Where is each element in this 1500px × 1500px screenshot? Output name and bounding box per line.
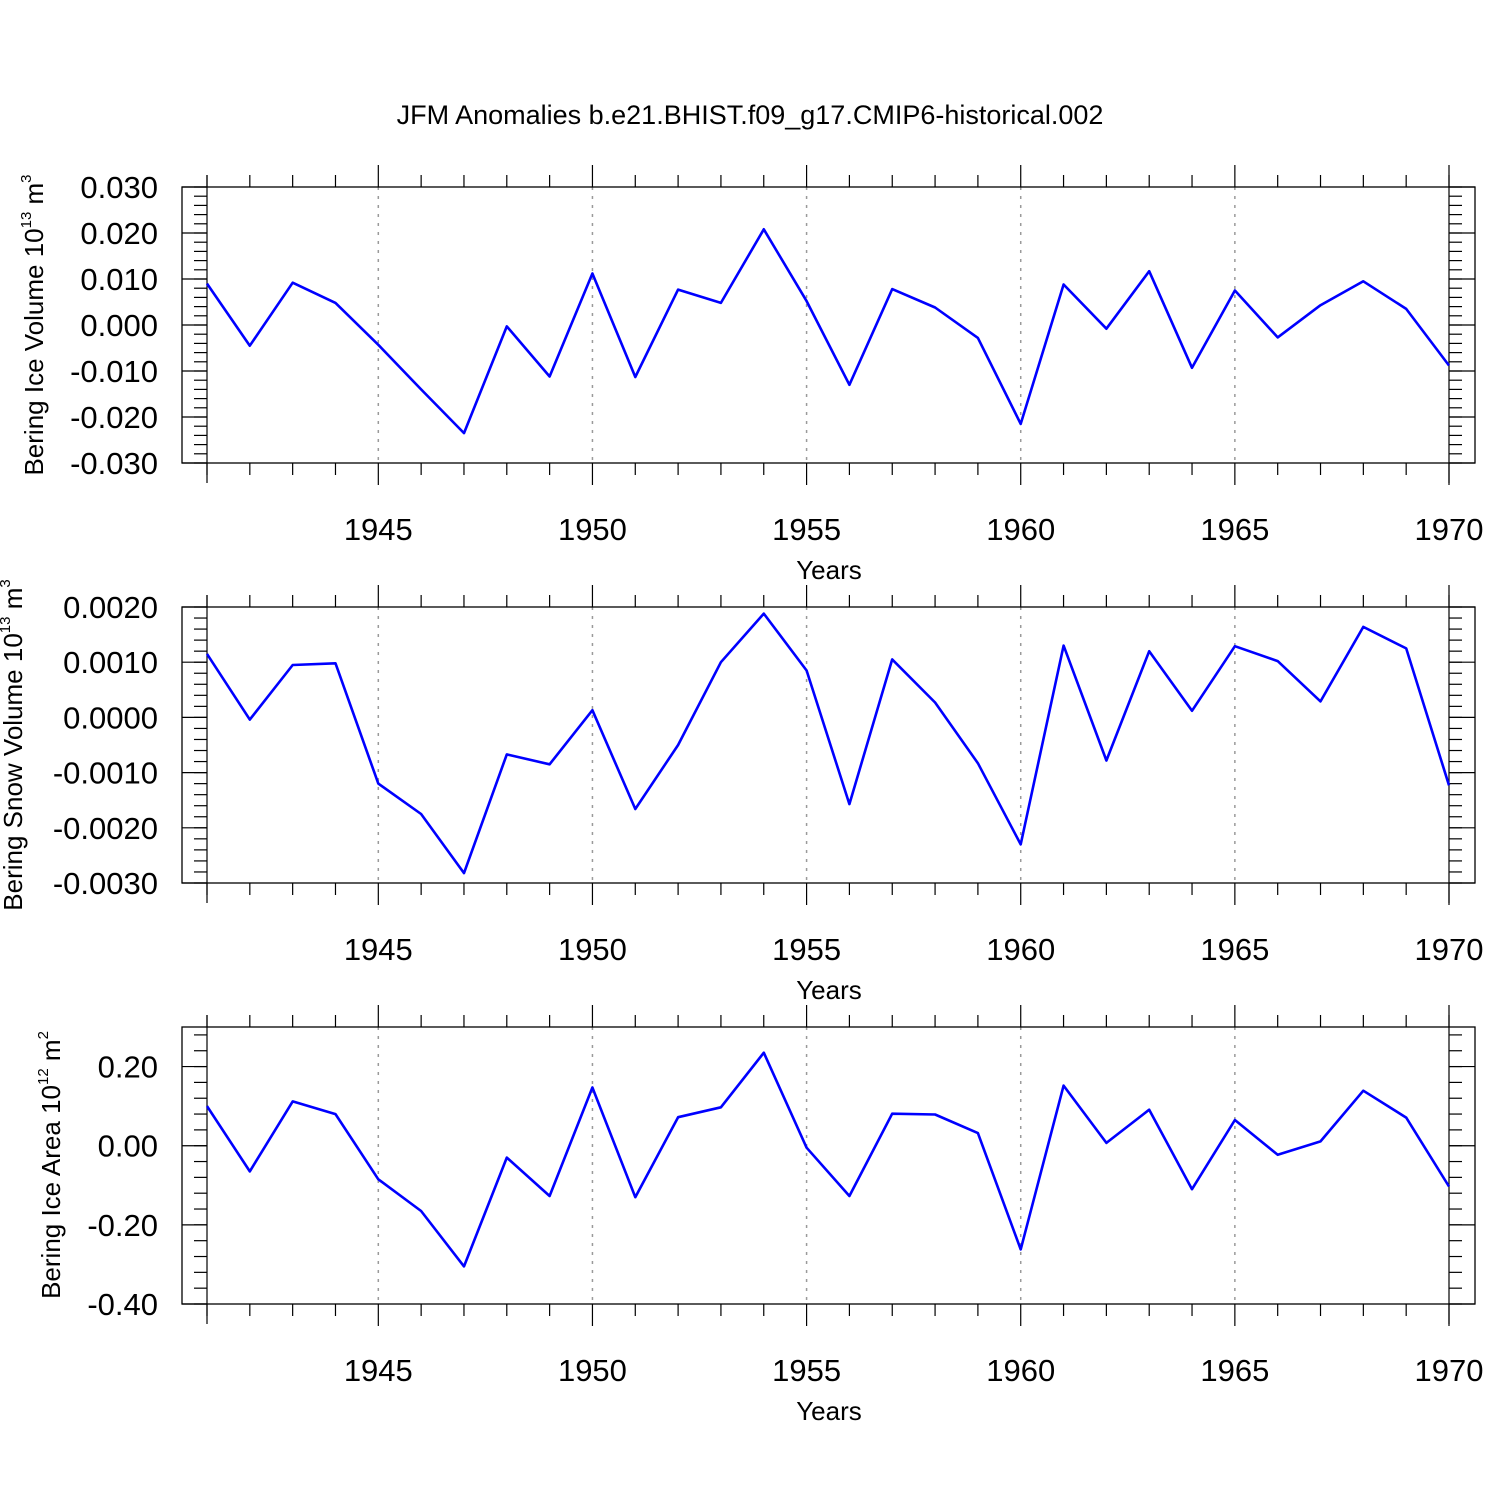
series-line xyxy=(205,1051,1451,1268)
x-tick-label-1970: 1970 xyxy=(1415,932,1484,967)
x-axis-label: Years xyxy=(796,555,862,585)
x-tick-label-1945: 1945 xyxy=(344,932,413,967)
y-tick-label: 0.20 xyxy=(98,1050,158,1085)
y-axis-label-main: Bering Ice Area 10 xyxy=(36,1085,66,1299)
chart-title: JFM Anomalies b.e21.BHIST.f09_g17.CMIP6-… xyxy=(397,100,1104,130)
y-axis-label-exp: 13 xyxy=(0,617,14,634)
y-tick-label: -0.0010 xyxy=(53,756,158,791)
y-axis-label-exp: 12 xyxy=(35,1068,52,1085)
plot-frame xyxy=(181,186,1476,464)
plot-frame xyxy=(181,1026,1476,1305)
y-tick-label: 0.0010 xyxy=(63,645,158,680)
y-axis-label-main: Bering Ice Volume 10 xyxy=(19,228,49,475)
panel-1: 0.030 0.020 0.010 0.000 -0.010 -0.020 -0.030 19… xyxy=(18,165,1483,585)
y-axis-label: Bering Ice Volume 1013 m3 xyxy=(18,174,49,475)
y-axis-label-unit: m xyxy=(19,183,49,212)
series-line xyxy=(205,612,1451,875)
x-tick-label-1965: 1965 xyxy=(1200,1353,1269,1388)
y-tick-label: -0.020 xyxy=(70,400,158,435)
x-tick-label-1950: 1950 xyxy=(558,932,627,967)
x-tick-label-1950: 1950 xyxy=(558,512,627,547)
x-tick-label-1955: 1955 xyxy=(772,932,841,967)
x-tick-label-1955: 1955 xyxy=(772,512,841,547)
x-tick-label-1945: 1945 xyxy=(344,512,413,547)
y-tick-label: -0.030 xyxy=(70,446,158,481)
x-tick-label-1945: 1945 xyxy=(344,1353,413,1388)
x-tick-label-1965: 1965 xyxy=(1200,512,1269,547)
y-tick-label: -0.40 xyxy=(87,1287,158,1322)
y-axis-label-main: Bering Snow Volume 10 xyxy=(0,633,28,911)
y-tick-label: 0.000 xyxy=(80,308,158,343)
y-axis-label-unit: m xyxy=(36,1039,66,1068)
y-tick-label: 0.020 xyxy=(80,216,158,251)
y-axis-label: Bering Snow Volume 1013 m3 xyxy=(0,579,28,910)
y-tick-label: -0.010 xyxy=(70,354,158,389)
x-tick-label-1970: 1970 xyxy=(1415,512,1484,547)
y-axis-label-unit-exp: 3 xyxy=(0,579,14,587)
series-line xyxy=(205,228,1451,435)
y-tick-label: 0.010 xyxy=(80,262,158,297)
x-tick-label-1960: 1960 xyxy=(986,512,1055,547)
x-tick-label-1960: 1960 xyxy=(986,932,1055,967)
y-axis-label-exp: 13 xyxy=(18,212,35,229)
y-tick-label: -0.0020 xyxy=(53,811,158,846)
y-tick-label: 0.0000 xyxy=(63,700,158,735)
x-axis-label: Years xyxy=(796,975,862,1005)
x-axis-label: Years xyxy=(796,1396,862,1426)
y-tick-label: -0.0030 xyxy=(53,866,158,901)
y-axis-label-unit: m xyxy=(0,588,28,617)
x-tick-label-1965: 1965 xyxy=(1200,932,1269,967)
plot-frame xyxy=(181,606,1476,884)
y-tick-label: 0.030 xyxy=(80,170,158,205)
y-axis-label: Bering Ice Area 1012 m2 xyxy=(35,1031,66,1299)
y-axis-label-unit-exp: 3 xyxy=(18,174,35,182)
y-axis-label-unit-exp: 2 xyxy=(35,1031,52,1039)
x-tick-label-1960: 1960 xyxy=(986,1353,1055,1388)
y-tick-label: 0.00 xyxy=(98,1129,158,1164)
panel-3: 0.20 0.00 -0.20 -0.40 1945 1950 1955 1960 1965 19… xyxy=(35,1005,1483,1426)
x-tick-label-1955: 1955 xyxy=(772,1353,841,1388)
x-tick-label-1950: 1950 xyxy=(558,1353,627,1388)
x-tick-label-1970: 1970 xyxy=(1415,1353,1484,1388)
y-tick-label: -0.20 xyxy=(87,1208,158,1243)
panel-2: 0.0020 0.0010 0.0000 -0.0010 -0.0020 -0.0030 1… xyxy=(0,579,1483,1005)
y-tick-label: 0.0020 xyxy=(63,590,158,625)
